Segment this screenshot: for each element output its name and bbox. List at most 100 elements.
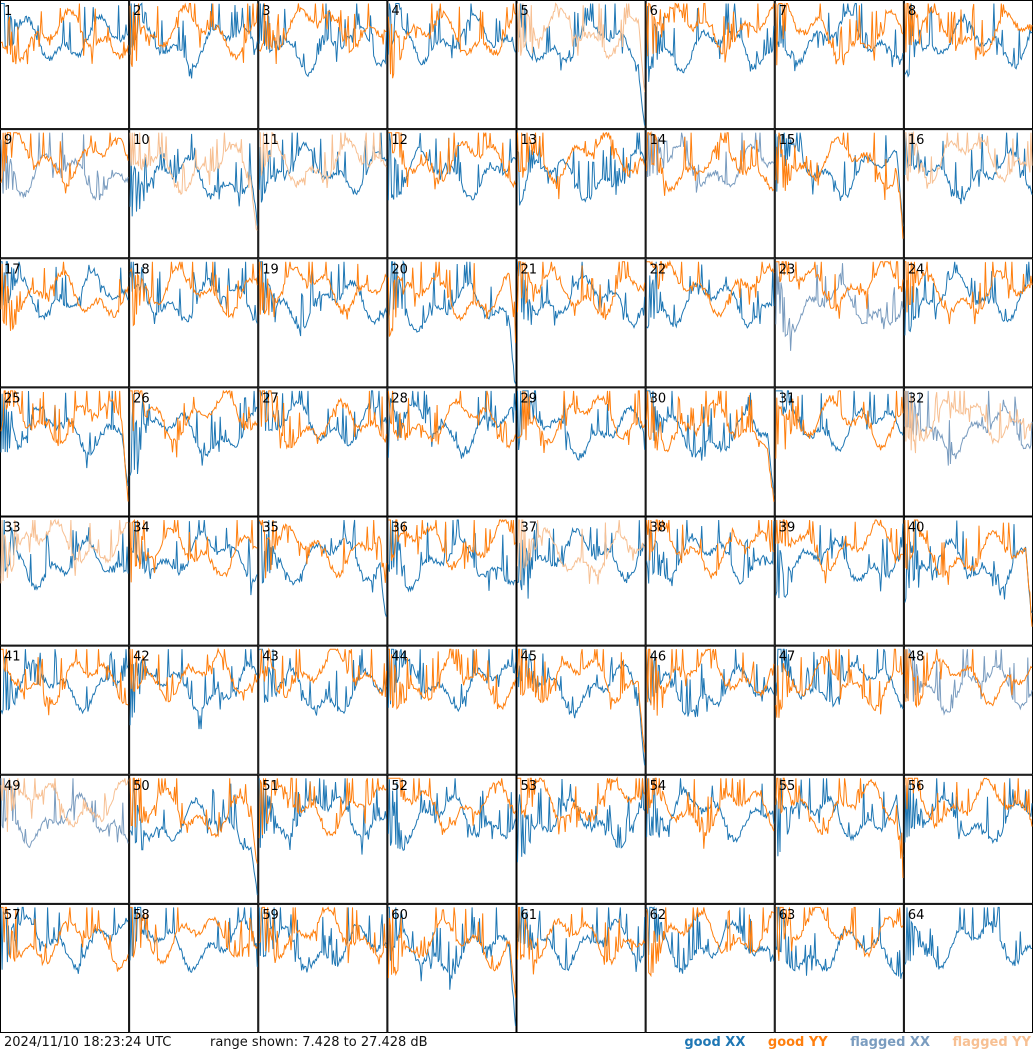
panel-55-yy-line xyxy=(775,777,904,879)
panel-43-xx-line xyxy=(259,648,387,716)
panel-2: 2 xyxy=(129,0,259,130)
panel-57: 57 xyxy=(0,903,130,1033)
panel-11-yy-line xyxy=(259,131,387,189)
legend-good-xx: good XX xyxy=(684,1035,746,1050)
panel-43: 43 xyxy=(258,645,388,775)
panel-44-label: 44 xyxy=(391,650,408,665)
panel-20: 20 xyxy=(387,258,517,388)
panel-43-label: 43 xyxy=(262,650,279,665)
panel-33-label: 33 xyxy=(4,521,21,536)
panel-21-xx-line xyxy=(517,260,646,330)
panel-49-label: 49 xyxy=(4,779,21,794)
panel-19-xx-line xyxy=(258,261,387,337)
panel-37-label: 37 xyxy=(521,521,538,536)
panel-59-yy-line xyxy=(258,906,387,965)
panel-16: 16 xyxy=(903,129,1033,259)
panel-20-yy-line xyxy=(387,261,516,343)
panel-14-xx-line xyxy=(646,132,775,193)
panel-29-label: 29 xyxy=(521,391,538,406)
panel-frame xyxy=(0,774,130,904)
panel-33-xx-line xyxy=(0,519,129,591)
panel-55-label: 55 xyxy=(779,779,796,794)
panel-22: 22 xyxy=(645,258,775,388)
panel-8: 8 xyxy=(903,0,1033,130)
panel-30-label: 30 xyxy=(650,391,667,406)
legend-flagged-xx: flagged XX xyxy=(850,1035,930,1050)
panel-57-label: 57 xyxy=(4,908,21,923)
legend: good XX good YY flagged XX flagged YY xyxy=(684,1033,1031,1053)
panel-54-label: 54 xyxy=(650,779,667,794)
panel-34-yy-line xyxy=(129,518,258,583)
panel-28-xx-line xyxy=(387,390,516,459)
panel-34: 34 xyxy=(129,516,259,646)
panel-48: 48 xyxy=(903,645,1033,775)
panel-30: 30 xyxy=(645,387,775,517)
panel-46-label: 46 xyxy=(650,650,667,665)
panel-26: 26 xyxy=(129,387,259,517)
panel-51-yy-line xyxy=(258,777,387,839)
panel-38-xx-line xyxy=(646,519,775,587)
panel-21: 21 xyxy=(516,258,646,388)
panel-10-yy-line xyxy=(129,132,258,231)
panel-7-label: 7 xyxy=(779,4,787,19)
panel-1-label: 1 xyxy=(4,4,12,19)
panel-45-yy-line xyxy=(517,648,646,753)
panel-52-yy-line xyxy=(388,777,516,835)
panel-19-label: 19 xyxy=(262,262,279,277)
panel-36-yy-line xyxy=(388,519,516,571)
panel-64-xx-line xyxy=(904,906,1033,970)
panel-25-label: 25 xyxy=(4,391,21,406)
panel-12-label: 12 xyxy=(391,133,408,148)
panel-60-xx-line xyxy=(388,906,516,1026)
panel-10: 10 xyxy=(129,129,259,259)
panel-22-xx-line xyxy=(646,261,775,329)
panel-57-yy-line xyxy=(1,906,129,972)
panel-60: 60 xyxy=(387,903,517,1033)
legend-good-yy: good YY xyxy=(767,1035,828,1050)
panel-frame xyxy=(129,903,259,1033)
panel-31-label: 31 xyxy=(779,391,796,406)
panel-57-xx-line xyxy=(0,906,129,974)
panel-28: 28 xyxy=(387,387,517,517)
panel-29-xx-line xyxy=(517,390,646,461)
panel-27-yy-line xyxy=(259,390,387,450)
panel-60-yy-line xyxy=(387,907,516,998)
panel-37-yy-line xyxy=(517,519,645,585)
panel-46-yy-line xyxy=(646,648,775,716)
panel-19: 19 xyxy=(258,258,388,388)
panel-5: 5 xyxy=(516,0,646,130)
panel-7: 7 xyxy=(774,0,904,130)
panel-47-label: 47 xyxy=(779,650,796,665)
panel-frame xyxy=(387,0,517,130)
panel-36-xx-line xyxy=(387,519,516,593)
panel-49: 49 xyxy=(0,774,130,904)
panel-frame xyxy=(0,258,130,388)
panel-4-label: 4 xyxy=(391,4,399,19)
panel-27-label: 27 xyxy=(262,391,279,406)
timestamp: 2024/11/10 18:23:24 UTC xyxy=(4,1035,172,1050)
panel-18: 18 xyxy=(129,258,259,388)
panel-31-yy-line xyxy=(775,390,904,459)
panel-14-yy-line xyxy=(646,130,775,196)
range-label: range shown: 7.428 to 27.428 dB xyxy=(210,1035,428,1050)
panel-46-xx-line xyxy=(646,649,775,718)
panel-1-xx-line xyxy=(1,3,129,62)
panel-5-label: 5 xyxy=(521,4,529,19)
panel-59-label: 59 xyxy=(262,908,279,923)
panel-26-yy-line xyxy=(130,389,258,458)
panel-58-xx-line xyxy=(129,906,258,973)
panel-54: 54 xyxy=(645,774,775,904)
panel-38: 38 xyxy=(645,516,775,646)
panel-frame xyxy=(516,387,646,517)
panel-12-yy-line xyxy=(388,132,516,190)
panel-43-yy-line xyxy=(258,647,387,699)
panel-44: 44 xyxy=(387,645,517,775)
panel-49-yy-line xyxy=(0,778,129,832)
panel-27: 27 xyxy=(258,387,388,517)
panel-18-label: 18 xyxy=(133,262,150,277)
panel-61: 61 xyxy=(516,903,646,1033)
panel-frame xyxy=(645,516,775,646)
panel-frame xyxy=(645,387,775,517)
panel-24-label: 24 xyxy=(908,262,925,277)
panel-9-xx-line xyxy=(0,132,129,201)
